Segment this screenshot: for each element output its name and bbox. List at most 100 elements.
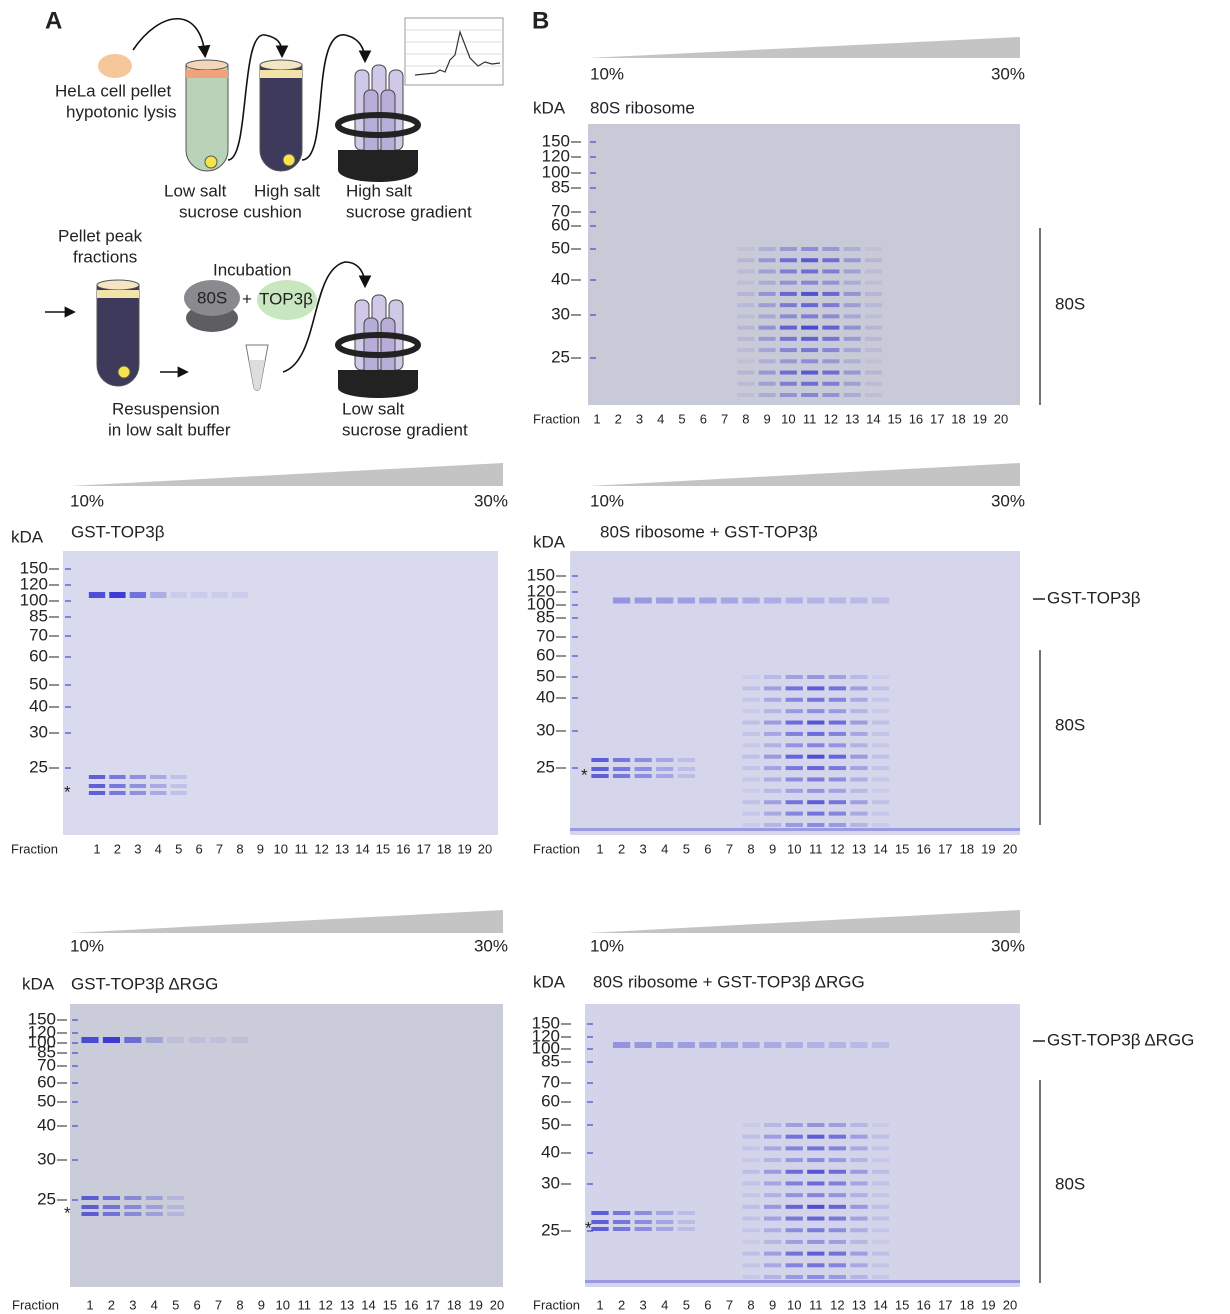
- band: [822, 258, 840, 263]
- band: [764, 1181, 782, 1186]
- band: [843, 303, 861, 308]
- band: [785, 709, 803, 714]
- band: [864, 348, 882, 353]
- fraction-label: 2: [114, 841, 121, 856]
- marker-label: 40: [536, 687, 555, 706]
- band: [779, 381, 797, 386]
- band: [81, 1205, 99, 1209]
- fraction-label: 9: [769, 841, 776, 856]
- band: [764, 1251, 782, 1256]
- ladder-band: [72, 1125, 78, 1127]
- band: [145, 1196, 163, 1200]
- band: [634, 758, 652, 762]
- band: [742, 766, 760, 771]
- ladder-band: [590, 187, 596, 189]
- gradient-low: 10%: [590, 936, 624, 955]
- fraction-label: 17: [417, 841, 431, 856]
- fraction-label: 7: [216, 841, 223, 856]
- band: [807, 766, 825, 771]
- band: [801, 291, 819, 296]
- band: [807, 1042, 825, 1048]
- band: [807, 720, 825, 725]
- band: [656, 767, 674, 771]
- band: [828, 1216, 846, 1221]
- band: [871, 1251, 890, 1256]
- band: [822, 325, 840, 330]
- band: [737, 247, 755, 251]
- axis-label: Fraction: [533, 411, 580, 426]
- band: [742, 686, 760, 691]
- band: [737, 393, 755, 397]
- band: [828, 1146, 846, 1151]
- band: [843, 247, 861, 251]
- band: [828, 1169, 846, 1174]
- arrow: [282, 261, 372, 373]
- marker-label: 150: [20, 558, 48, 577]
- ladder-band: [72, 1159, 78, 1161]
- band: [828, 675, 846, 679]
- fraction-label: 19: [457, 841, 471, 856]
- marker-label: 70: [29, 625, 48, 644]
- fraction-label: 13: [852, 1297, 866, 1312]
- band: [864, 247, 882, 251]
- band: [742, 1158, 760, 1163]
- band: [102, 1196, 120, 1200]
- band: [807, 800, 825, 805]
- band: [850, 1146, 868, 1151]
- band: [801, 393, 819, 397]
- fraction-label: 9: [258, 1297, 265, 1312]
- band: [807, 1204, 825, 1209]
- marker-label: 40: [37, 1115, 56, 1134]
- ladder-band: [72, 1052, 78, 1054]
- band: [88, 791, 106, 795]
- band: [102, 1212, 120, 1216]
- axis-label: Fraction: [533, 841, 580, 856]
- band: [737, 325, 755, 330]
- band: [779, 291, 797, 296]
- band: [785, 1123, 803, 1127]
- band: [828, 1123, 846, 1127]
- band: [807, 686, 825, 691]
- band: [758, 393, 776, 397]
- band: [677, 767, 695, 771]
- fraction-label: 11: [809, 841, 823, 856]
- band: [758, 280, 776, 285]
- gradient-low: 10%: [70, 936, 104, 955]
- band: [871, 743, 890, 748]
- ribosome-icon: [184, 280, 240, 316]
- band: [612, 597, 631, 604]
- band: [785, 1251, 803, 1256]
- band: [612, 1220, 631, 1224]
- marker-label: 70: [541, 1072, 560, 1091]
- band: [656, 758, 674, 762]
- gradient-wedge: [588, 910, 1020, 933]
- band: [779, 280, 797, 285]
- band: [634, 1220, 652, 1224]
- ladder-band: [572, 591, 578, 593]
- fraction-label: 14: [355, 841, 369, 856]
- band: [591, 774, 609, 778]
- fraction-label: 5: [175, 841, 182, 856]
- marker-label: 50: [536, 666, 555, 685]
- label: 80S: [197, 288, 227, 307]
- fraction-label: 9: [257, 841, 264, 856]
- band: [828, 811, 846, 816]
- band: [758, 370, 776, 375]
- gradient-wedge: [70, 910, 503, 933]
- marker-label: 120: [527, 581, 555, 600]
- band: [828, 1251, 846, 1256]
- fraction-label: 20: [1003, 841, 1017, 856]
- band: [737, 258, 755, 263]
- band: [764, 788, 782, 793]
- asterisk: *: [585, 1218, 592, 1237]
- band: [801, 359, 819, 364]
- band: [779, 314, 797, 319]
- band: [843, 370, 861, 375]
- ladder-band: [572, 676, 578, 678]
- gradient-wedge: [588, 463, 1020, 486]
- band: [785, 686, 803, 691]
- band: [843, 359, 861, 364]
- label: Incubation: [213, 260, 291, 279]
- band: [231, 1037, 249, 1043]
- band: [828, 731, 846, 736]
